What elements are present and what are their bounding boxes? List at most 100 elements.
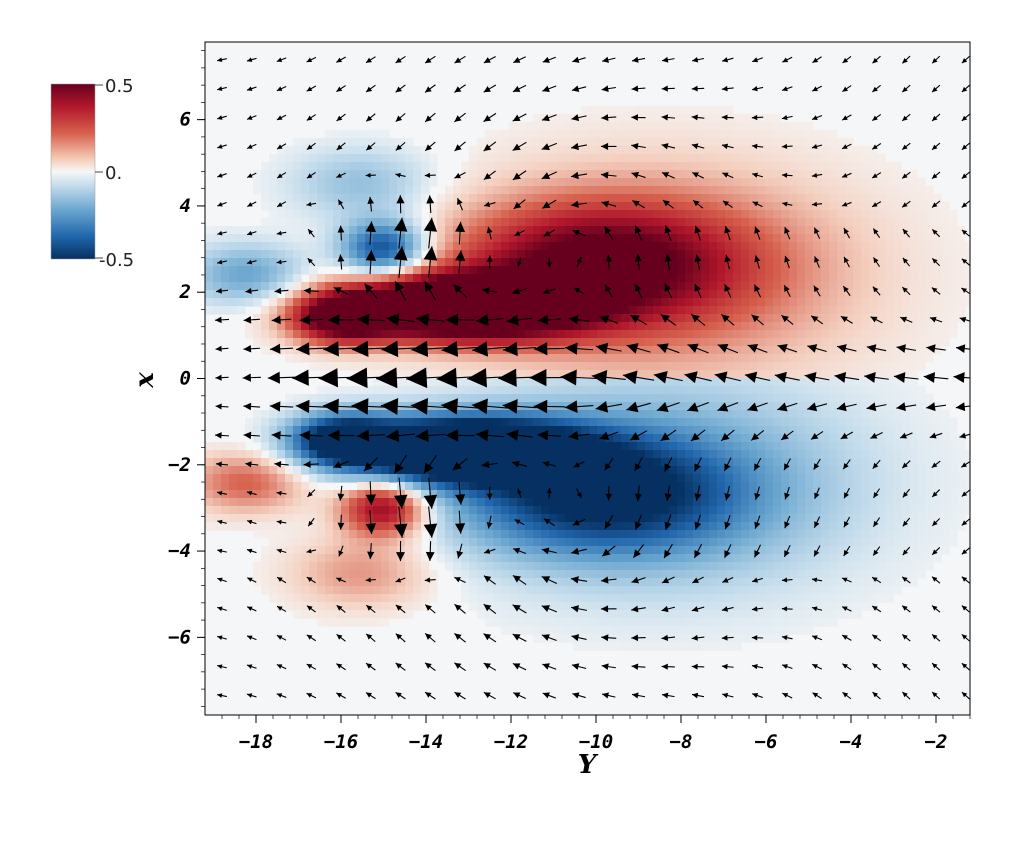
heatmap-cell <box>373 434 382 443</box>
heatmap-cell <box>381 354 390 363</box>
heatmap-cell <box>765 618 774 627</box>
heatmap-cell <box>405 410 414 419</box>
heatmap-cell <box>565 466 574 475</box>
heatmap-cell <box>645 170 654 179</box>
heatmap-cell <box>653 354 662 363</box>
heatmap-cell <box>549 154 558 163</box>
heatmap-cell <box>573 450 582 459</box>
heatmap-cell <box>365 586 374 595</box>
heatmap-cell <box>565 546 574 555</box>
heatmap-cell <box>293 434 302 443</box>
heatmap-cell <box>853 226 862 235</box>
heatmap-cell <box>325 578 334 587</box>
heatmap-cell <box>549 602 558 611</box>
heatmap-cell <box>485 586 494 595</box>
heatmap-cell <box>365 386 374 395</box>
heatmap-cell <box>477 218 486 227</box>
heatmap-cell <box>509 202 518 211</box>
heatmap-cell <box>485 386 494 395</box>
heatmap-cell <box>789 194 798 203</box>
heatmap-cell <box>877 426 886 435</box>
heatmap-cell <box>613 354 622 363</box>
heatmap-cell <box>813 354 822 363</box>
heatmap-cell <box>357 538 366 547</box>
heatmap-cell <box>717 114 726 123</box>
heatmap-cell <box>461 202 470 211</box>
heatmap-cell <box>333 290 342 299</box>
heatmap-cell <box>653 282 662 291</box>
heatmap-cell <box>701 338 710 347</box>
heatmap-cell <box>621 338 630 347</box>
heatmap-cell <box>797 186 806 195</box>
heatmap-cell <box>717 322 726 331</box>
heatmap-cell <box>365 290 374 299</box>
heatmap-cell <box>501 322 510 331</box>
heatmap-cell <box>461 186 470 195</box>
heatmap-cell <box>205 250 214 259</box>
heatmap-cell <box>877 434 886 443</box>
heatmap-cell <box>877 514 886 523</box>
heatmap-cell <box>797 506 806 515</box>
heatmap-cell <box>845 394 854 403</box>
heatmap-cell <box>261 546 270 555</box>
heatmap-cell <box>693 234 702 243</box>
heatmap-cell <box>429 410 438 419</box>
heatmap-cell <box>821 610 830 619</box>
heatmap-cell <box>525 274 534 283</box>
heatmap-cell <box>733 210 742 219</box>
heatmap-cell <box>549 370 558 379</box>
heatmap-cell <box>733 354 742 363</box>
heatmap-cell <box>757 170 766 179</box>
heatmap-cell <box>541 330 550 339</box>
heatmap-cell <box>293 554 302 563</box>
heatmap-cell <box>565 226 574 235</box>
heatmap-cell <box>261 474 270 483</box>
heatmap-cell <box>533 234 542 243</box>
heatmap-cell <box>349 586 358 595</box>
heatmap-cell <box>309 338 318 347</box>
heatmap-cell <box>493 442 502 451</box>
heatmap-cell <box>789 562 798 571</box>
heatmap-cell <box>293 458 302 467</box>
heatmap-cell <box>301 178 310 187</box>
heatmap-cell <box>725 282 734 291</box>
heatmap-cell <box>709 426 718 435</box>
heatmap-cell <box>541 562 550 571</box>
heatmap-cell <box>717 282 726 291</box>
heatmap-cell <box>861 394 870 403</box>
heatmap-cell <box>845 498 854 507</box>
heatmap-cell <box>805 418 814 427</box>
heatmap-cell <box>317 554 326 563</box>
heatmap-cell <box>309 474 318 483</box>
heatmap-cell <box>821 490 830 499</box>
heatmap-cell <box>389 322 398 331</box>
heatmap-cell <box>845 458 854 467</box>
heatmap-cell <box>509 594 518 603</box>
heatmap-cell <box>677 218 686 227</box>
heatmap-cell <box>653 522 662 531</box>
heatmap-cell <box>373 538 382 547</box>
heatmap-cell <box>885 266 894 275</box>
heatmap-cell <box>725 586 734 595</box>
heatmap-cell <box>709 178 718 187</box>
heatmap-cell <box>477 610 486 619</box>
heatmap-cell <box>797 322 806 331</box>
heatmap-cell <box>717 130 726 139</box>
heatmap-cell <box>325 394 334 403</box>
heatmap-cell <box>461 338 470 347</box>
heatmap-cell <box>317 306 326 315</box>
heatmap-cell <box>261 530 270 539</box>
heatmap-cell <box>845 178 854 187</box>
heatmap-cell <box>605 586 614 595</box>
heatmap-cell <box>325 450 334 459</box>
heatmap-cell <box>253 178 262 187</box>
heatmap-cell <box>429 458 438 467</box>
heatmap-cell <box>221 466 230 475</box>
heatmap-cell <box>749 146 758 155</box>
heatmap-cell <box>453 458 462 467</box>
heatmap-cell <box>717 626 726 635</box>
heatmap-cell <box>645 594 654 603</box>
heatmap-cell <box>677 114 686 123</box>
heatmap-cell <box>653 634 662 643</box>
heatmap-cell <box>821 594 830 603</box>
